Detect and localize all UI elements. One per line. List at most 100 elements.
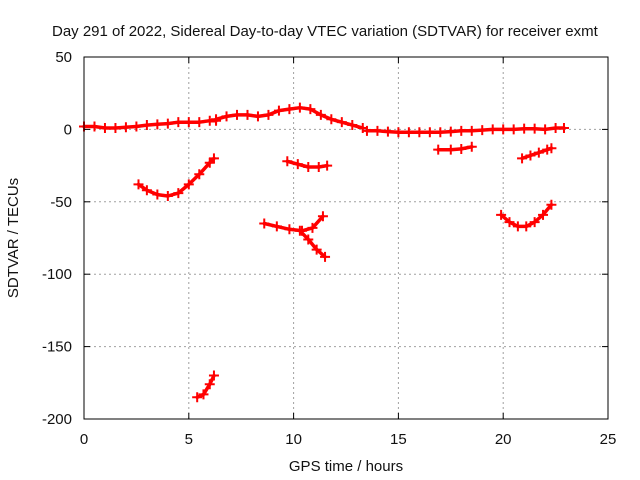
data-point-plus [456, 143, 467, 154]
series-track-3 [361, 122, 569, 138]
y-axis-title: SDTVAR / TECUs [5, 178, 22, 298]
data-point-plus [521, 221, 532, 232]
data-point-plus [120, 122, 131, 133]
data-point-plus [424, 127, 435, 138]
data-point-plus [311, 244, 322, 255]
y-tick-label: 0 [64, 121, 72, 138]
data-point-plus [315, 109, 326, 120]
data-point-plus [162, 191, 173, 202]
data-point-plus [110, 122, 121, 133]
data-point-plus [294, 225, 305, 236]
data-point-plus [198, 389, 209, 400]
chart-title: Day 291 of 2022, Sidereal Day-to-day VTE… [52, 23, 599, 40]
y-tick-label: -150 [42, 339, 72, 356]
data-point-plus [221, 111, 232, 122]
data-point-plus [305, 104, 316, 115]
data-point-plus [519, 123, 530, 134]
data-point-plus [232, 109, 243, 120]
x-tick-label: 10 [285, 431, 302, 448]
data-point-plus [529, 123, 540, 134]
data-point-plus [208, 153, 219, 164]
axis-ticks: 0 5 10 15 20 25 -200 -150 -100 -50 0 50 [42, 49, 616, 448]
data-point-plus [131, 121, 142, 132]
data-point-plus [525, 150, 536, 161]
data-point-plus [508, 124, 519, 135]
data-point-plus [477, 125, 488, 136]
data-point-plus [433, 144, 444, 155]
data-point-plus [89, 121, 100, 132]
x-axis-title: GPS time / hours [289, 458, 403, 475]
data-point-plus [498, 124, 509, 135]
data-point-plus [183, 179, 194, 190]
x-tick-label: 15 [390, 431, 407, 448]
data-point-plus [194, 169, 205, 180]
data-point-plus [162, 118, 173, 129]
data-point-plus [456, 125, 467, 136]
data-point-plus [294, 102, 305, 113]
data-point-plus [466, 125, 477, 136]
data-point-plus [322, 160, 333, 171]
data-point-plus [466, 141, 477, 152]
data-point-plus [529, 217, 540, 228]
data-point-plus [504, 217, 515, 228]
data-point-plus [282, 156, 293, 167]
plot-frame [83, 56, 609, 420]
y-tick-label: -50 [50, 194, 72, 211]
data-point-plus [303, 162, 314, 173]
y-tick-label: -100 [42, 266, 72, 283]
series-line [436, 145, 474, 152]
data-series [79, 102, 569, 403]
x-tick-label: 25 [600, 431, 617, 448]
data-point-plus [133, 179, 144, 190]
data-point-plus [173, 188, 184, 199]
data-point-plus [141, 185, 152, 196]
data-point-plus [141, 120, 152, 131]
data-point-plus [152, 119, 163, 130]
series-line [298, 229, 327, 259]
series-track-2 [211, 102, 368, 133]
data-point-plus [382, 126, 393, 137]
data-point-plus [259, 218, 270, 229]
series-line [195, 373, 216, 400]
data-point-plus [152, 189, 163, 200]
data-point-plus [204, 379, 215, 390]
data-point-plus [372, 125, 383, 136]
series-track-10 [496, 199, 557, 232]
data-point-plus [445, 126, 456, 137]
x-tick-label: 0 [80, 431, 88, 448]
data-point-plus [313, 162, 324, 173]
data-point-plus [273, 105, 284, 116]
data-point-plus [393, 127, 404, 138]
data-point-plus [208, 370, 219, 381]
data-point-plus [361, 125, 372, 136]
x-tick-label: 20 [495, 431, 512, 448]
data-point-plus [546, 199, 557, 210]
data-point-plus [320, 251, 331, 262]
data-point-plus [292, 159, 303, 170]
data-point-plus [546, 143, 557, 154]
series-track-4 [133, 153, 219, 202]
series-track-5 [282, 156, 333, 173]
data-point-plus [533, 147, 544, 158]
data-point-plus [194, 117, 205, 128]
series-track-1 [79, 115, 222, 133]
data-point-plus [317, 211, 328, 222]
grid-lines [84, 57, 608, 419]
y-tick-label: 50 [55, 49, 72, 66]
data-point-plus [326, 114, 337, 125]
data-point-plus [538, 209, 549, 220]
data-point-plus [99, 122, 110, 133]
data-point-plus [284, 224, 295, 235]
series-track-11 [517, 143, 557, 164]
data-point-plus [211, 114, 222, 125]
data-point-plus [284, 104, 295, 115]
data-point-plus [183, 117, 194, 128]
data-point-plus [173, 117, 184, 128]
data-point-plus [445, 144, 456, 155]
data-point-plus [347, 120, 358, 131]
data-point-plus [435, 127, 446, 138]
x-tick-label: 5 [185, 431, 193, 448]
data-point-plus [487, 124, 498, 135]
data-point-plus [303, 234, 314, 245]
data-point-plus [414, 127, 425, 138]
